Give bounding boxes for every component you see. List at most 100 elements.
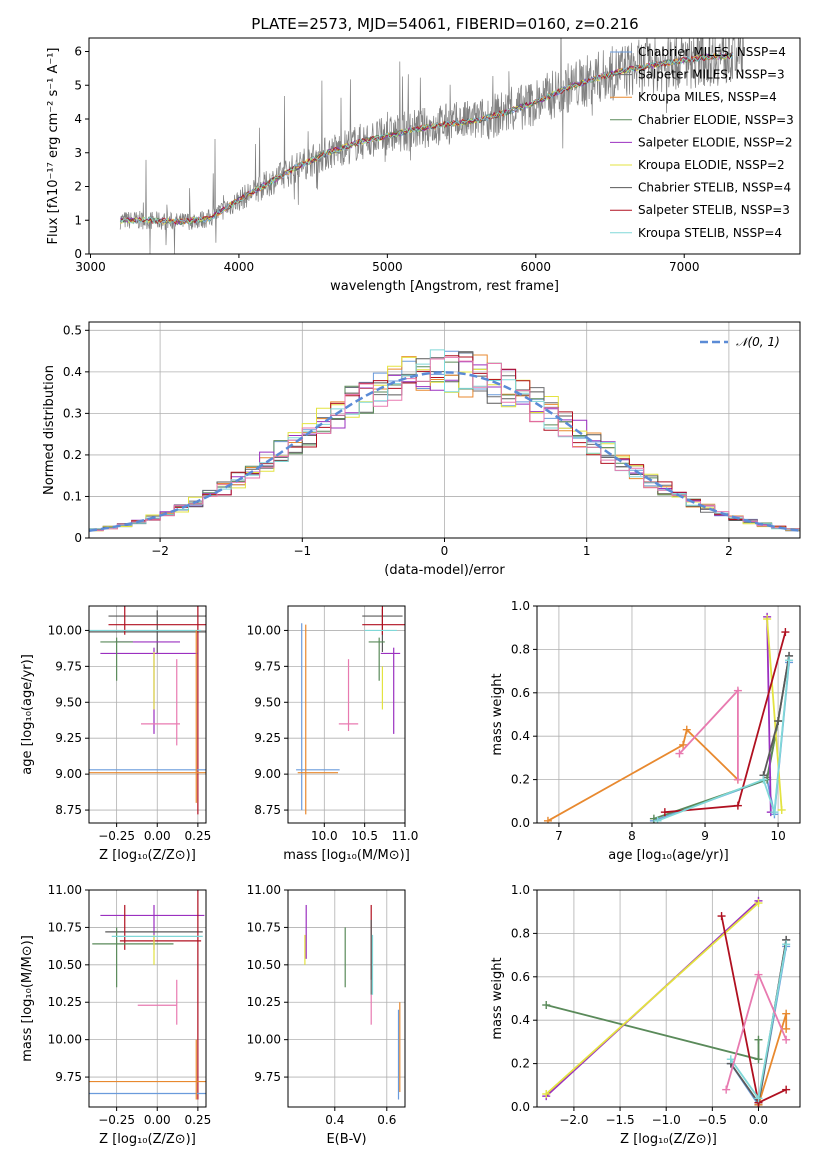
legend-entry: Kroupa ELODIE, NSSP=2 — [638, 158, 785, 172]
x-tick-label: 10.5 — [351, 829, 378, 843]
axes-frame — [287, 889, 406, 1108]
y-tick-label: 10.50 — [48, 958, 82, 972]
error-bar-point — [89, 610, 206, 654]
figure-title: PLATE=2573, MJD=54061, FIBERID=0160, z=0… — [251, 15, 638, 33]
y-tick-label: 9.50 — [55, 695, 82, 709]
plot-area — [542, 896, 791, 1107]
x-axis-label: E(B-V) — [326, 1132, 366, 1147]
weight-series — [542, 899, 763, 1098]
x-tick-label: 0.6 — [377, 1113, 396, 1127]
weight-series — [759, 651, 794, 780]
weight-line — [545, 902, 760, 1095]
y-tick-label: 1 — [74, 213, 82, 227]
x-tick-label: 0.00 — [144, 1113, 171, 1127]
x-axis-label: Z [log₁₀(Z/Z⊙)] — [620, 1132, 717, 1147]
y-tick-label: 9.75 — [55, 659, 82, 673]
axes-frame — [287, 605, 406, 824]
y-tick-label: 0.4 — [511, 729, 530, 743]
x-tick-label: 1 — [583, 544, 591, 558]
x-tick-label: −1.0 — [652, 1113, 681, 1127]
y-tick-label: 0 — [74, 247, 82, 261]
y-tick-label: 6 — [74, 45, 82, 59]
x-tick-label: −2.0 — [559, 1113, 588, 1127]
y-tick-label: 4 — [74, 112, 82, 126]
legend-entry: Chabrier STELIB, NSSP=4 — [638, 181, 791, 195]
plot-area — [304, 904, 401, 1100]
chart-mass-vs-metallicity: −0.25 0.00 0.25 9.75 10.00 10.25 10.50 10.75 11.… — [20, 883, 211, 1147]
model-spectrum-line — [119, 52, 734, 225]
weight-line — [657, 660, 790, 822]
axes-frame — [88, 605, 207, 824]
x-tick-label: −1 — [293, 544, 311, 558]
y-tick-label: 8.75 — [254, 803, 281, 817]
weight-series — [717, 912, 791, 1107]
y-tick-label: 0.6 — [511, 970, 530, 984]
weight-series — [653, 656, 794, 823]
chart-spectrum: 3000 4000 5000 6000 7000 0 1 2 3 4 5 6 wavelength [A… — [46, 37, 801, 294]
x-tick-label: −0.25 — [98, 829, 135, 843]
legend-entry: Salpeter ELODIE, NSSP=2 — [638, 135, 793, 149]
y-tick-label: 0.1 — [63, 489, 82, 503]
x-axis-label: wavelength [Angstrom, rest frame] — [330, 279, 559, 294]
x-axis-label: mass [log₁₀(M/M⊙)] — [283, 848, 410, 863]
legend-entry: Kroupa STELIB, NSSP=4 — [638, 226, 782, 240]
axes-frame — [88, 37, 801, 255]
y-tick-label: 10.00 — [247, 1033, 281, 1047]
y-tick-label: 0 — [74, 531, 82, 545]
x-tick-label: −1.5 — [605, 1113, 634, 1127]
chart-age-vs-mass: 10.0 10.5 11.0 8.75 9.00 9.25 9.50 9.75 10.00 mas… — [247, 605, 418, 863]
x-tick-label: 9 — [701, 829, 709, 843]
y-tick-label: 0.5 — [63, 323, 82, 337]
y-tick-label: 0.2 — [63, 448, 82, 462]
y-tick-label: 10.50 — [247, 958, 281, 972]
y-tick-label: 10.00 — [48, 623, 82, 637]
x-tick-label: 7 — [555, 829, 563, 843]
y-tick-label: 0.2 — [511, 1057, 530, 1071]
y-tick-label: 9.50 — [254, 695, 281, 709]
weight-line — [653, 720, 779, 820]
legend-entry: Kroupa MILES, NSSP=4 — [638, 90, 777, 104]
y-tick-label: 0.0 — [511, 1100, 530, 1114]
y-tick-label: 9.75 — [254, 659, 281, 673]
y-tick-label: 9.75 — [55, 1070, 82, 1084]
y-axis-label: mass weight — [490, 673, 505, 755]
x-tick-label: −2 — [151, 544, 169, 558]
plot-area — [89, 606, 206, 815]
weight-series — [542, 1001, 763, 1064]
y-tick-label: 10.00 — [48, 1033, 82, 1047]
y-tick-label: 0.0 — [511, 816, 530, 830]
legend-entry: Chabrier MILES, NSSP=4 — [638, 45, 786, 59]
x-tick-label: 3000 — [75, 260, 106, 274]
x-tick-label: 0.0 — [749, 1113, 768, 1127]
weight-series — [763, 615, 786, 814]
x-axis-label: (data-model)/error — [384, 563, 505, 578]
y-tick-label: 10.75 — [247, 920, 281, 934]
y-tick-label: 10.75 — [48, 920, 82, 934]
chart-mass-vs-ebv: 0.4 0.6 9.75 10.00 10.25 10.50 10.75 11.00 E(B-V… — [247, 883, 406, 1147]
plot-area — [543, 612, 794, 823]
plot-area — [89, 890, 206, 1100]
y-tick-label: 0.4 — [511, 1013, 530, 1027]
plot-area — [296, 606, 405, 815]
weight-line — [547, 727, 739, 822]
plot-area — [119, 38, 744, 254]
weight-line — [766, 618, 783, 811]
weight-series — [675, 686, 742, 784]
y-axis-label: mass [log₁₀(M/M⊙)] — [20, 935, 35, 1062]
weight-series — [660, 628, 790, 817]
y-tick-label: 9.75 — [254, 1070, 281, 1084]
axes-frame — [88, 889, 207, 1108]
y-tick-label: 5 — [74, 78, 82, 92]
legend-entry: Salpeter MILES, NSSP=3 — [638, 68, 785, 82]
y-axis-label: age [log₁₀(age/yr)] — [20, 654, 35, 775]
y-tick-label: 9.25 — [55, 731, 82, 745]
y-tick-label: 11.00 — [247, 883, 281, 897]
y-tick-label: 0.4 — [63, 365, 82, 379]
chart-mass-weight-vs-metallicity: −2.0 −1.5 −1.0 −0.5 0.0 0.0 0.2 0.4 0.6 0.8 1.0 Z [… — [490, 883, 801, 1147]
y-tick-label: 1.0 — [511, 599, 530, 613]
weight-series — [726, 940, 791, 1103]
weight-line — [766, 616, 772, 813]
x-axis-label: Z [log₁₀(Z/Z⊙)] — [99, 848, 196, 863]
y-tick-label: 3 — [74, 146, 82, 160]
y-tick-label: 10.25 — [48, 995, 82, 1009]
